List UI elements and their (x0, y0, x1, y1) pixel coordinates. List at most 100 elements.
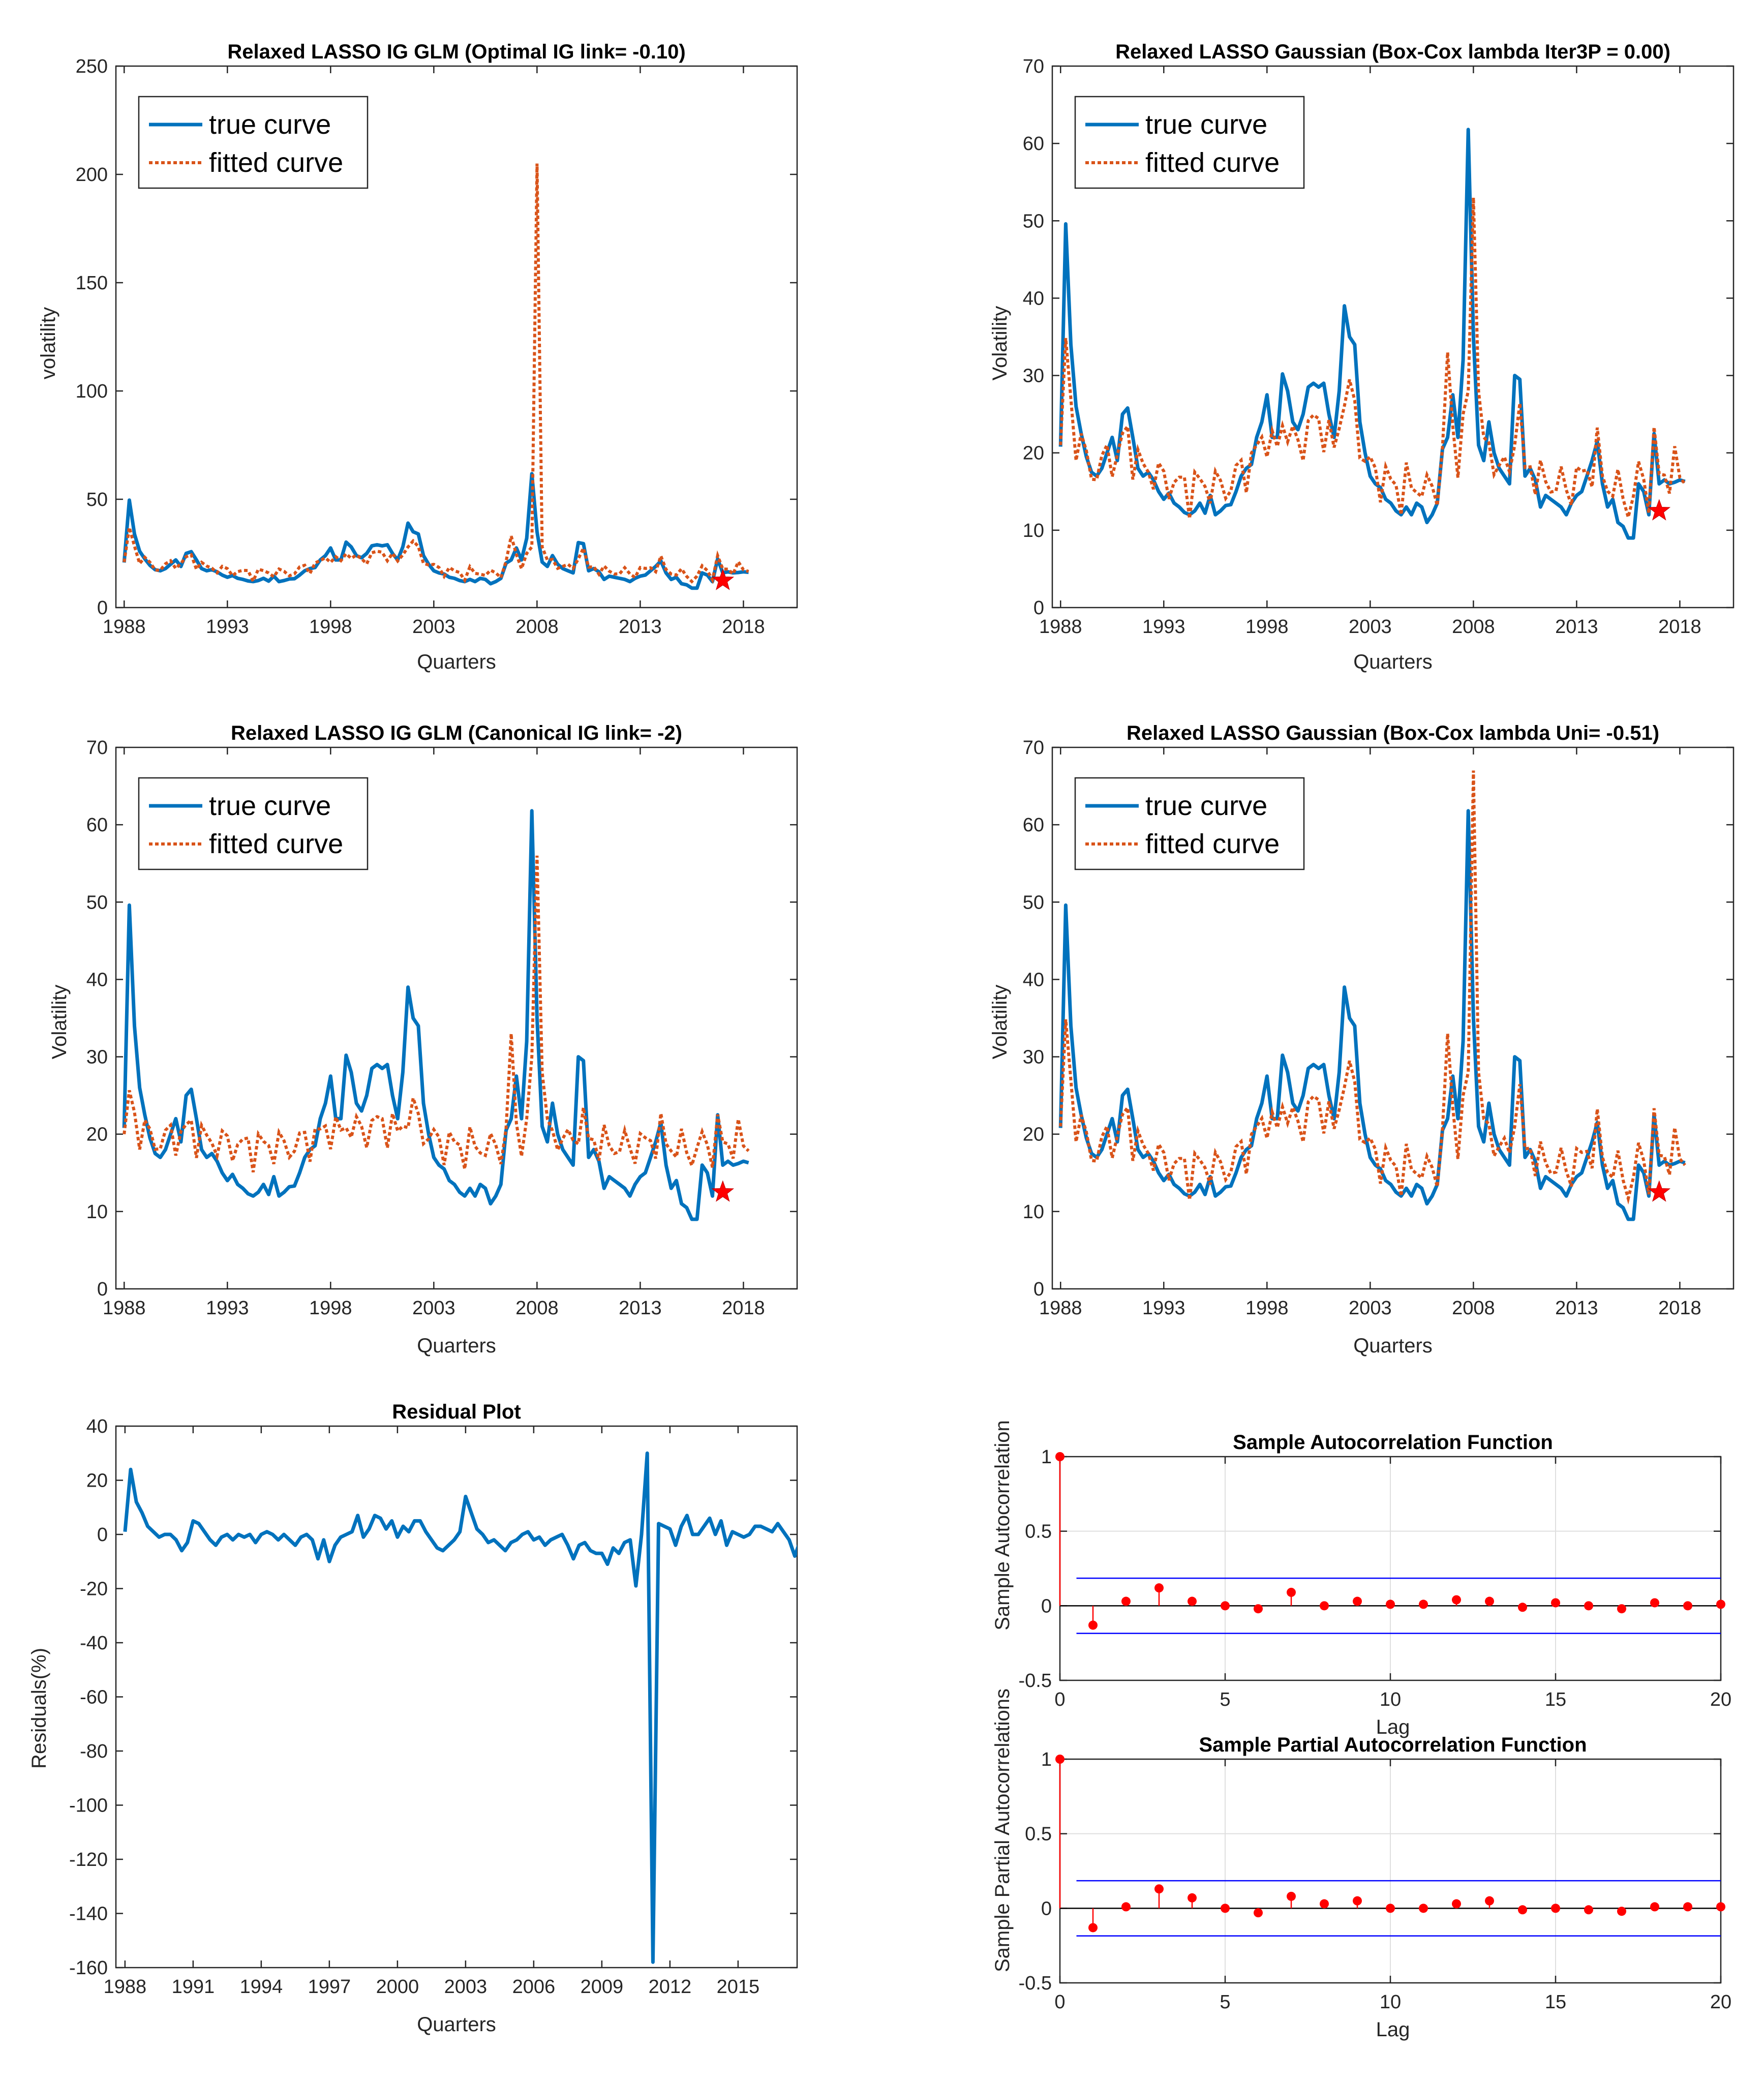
panel-6-xlabel: Lag (1376, 1716, 1410, 1738)
panel-4-ylabel: Volatility (989, 985, 1011, 1060)
panel-1-xtick-label-2: 1998 (309, 616, 352, 638)
panel-4-ytick-label-7: 70 (1023, 737, 1044, 759)
panel-3-xtick-label-0: 1988 (103, 1298, 146, 1319)
panel-5: Residual Plot Quarters Residuals(%) 1988… (28, 1401, 798, 2036)
panel-6-title: Sample Autocorrelation Function (1233, 1431, 1553, 1454)
panel-2-xtick-label-2: 1998 (1245, 616, 1289, 638)
panel-2-xtick-label-5: 2013 (1555, 616, 1598, 638)
panel-5-ytick-label-4: -80 (80, 1741, 108, 1762)
panel-5-xlabel: Quarters (417, 2013, 496, 2036)
panel-5-xtick-label-7: 2009 (581, 1976, 624, 1998)
panel-7-xtick-label-1: 5 (1220, 1992, 1230, 2013)
panel-5-ytick-label-7: -20 (80, 1579, 108, 1600)
panel-3-true-curve (122, 809, 749, 1221)
panel-3-ylabel: Volatility (48, 985, 71, 1060)
panel-3-xtick-label-4: 2008 (515, 1298, 559, 1319)
panel-6-stem-marker-18 (1650, 1598, 1659, 1608)
panel-6-stem-marker-16 (1584, 1601, 1593, 1611)
panel-6-stem-marker-6 (1254, 1604, 1263, 1614)
panel-4-xtick-label-5: 2013 (1555, 1298, 1598, 1319)
panel-1-ytick-label-0: 0 (97, 597, 108, 619)
panel-1-ylabel: volatility (37, 307, 59, 379)
panel-2-axes-box (1051, 65, 1735, 609)
panel-5-xtick-label-6: 2006 (512, 1976, 556, 1998)
panel-2-ytick-label-4: 40 (1023, 288, 1044, 309)
panel-6: Sample Autocorrelation Function Lag Samp… (991, 1420, 1731, 1738)
panel-7-stem-marker-12 (1452, 1899, 1461, 1909)
panel-1-xtick-label-0: 1988 (103, 616, 146, 638)
panel-1-xlabel: Quarters (417, 651, 496, 673)
panel-2-ylabel: Volatility (989, 306, 1011, 381)
panel-2-ytick-label-0: 0 (1033, 597, 1044, 619)
panel-3-xtick-label-1: 1993 (206, 1298, 249, 1319)
panel-4-fitted-curve (1059, 770, 1686, 1205)
panel-2-ytick-label-2: 20 (1023, 443, 1044, 464)
panel-3-axes-box (115, 746, 798, 1290)
panel-6-stem-marker-12 (1452, 1595, 1461, 1605)
panel-7: Sample Partial Autocorrelation Function … (991, 1688, 1731, 2041)
panel-2-true-curve (1058, 128, 1686, 540)
panel-2-xtick-label-6: 2018 (1658, 616, 1701, 638)
panel-2-xlabel: Quarters (1353, 651, 1433, 673)
panel-4-ytick-label-0: 0 (1033, 1279, 1044, 1300)
panel-6-xtick-label-1: 5 (1220, 1689, 1230, 1710)
panel-6-stem-marker-14 (1518, 1603, 1527, 1612)
panel-4-xtick-label-3: 2003 (1349, 1298, 1392, 1319)
panel-3-fitted-curve (123, 855, 750, 1172)
panel-5-xtick-label-9: 2015 (717, 1976, 760, 1998)
panel-5-ytick-label-9: 20 (86, 1470, 108, 1492)
panel-5-xtick-label-8: 2012 (649, 1976, 692, 1998)
panel-7-ytick-label-1: 0 (1041, 1898, 1052, 1919)
panel-7-xtick-label-3: 15 (1545, 1992, 1566, 2013)
panel-2-legend-fitted-label: fitted curve (1145, 147, 1280, 178)
panel-5-xtick-label-3: 1997 (308, 1976, 351, 1998)
panel-3-xlabel: Quarters (417, 1335, 496, 1357)
panel-6-stem-marker-15 (1551, 1598, 1560, 1608)
panel-6-stem-marker-0 (1055, 1452, 1065, 1461)
panel-7-stem-marker-7 (1287, 1891, 1296, 1901)
panel-6-ytick-label-0: -0.5 (1019, 1670, 1052, 1692)
panel-3-xtick-label-6: 2018 (722, 1298, 765, 1319)
panel-5-ytick-label-0: -160 (69, 1957, 108, 1979)
panel-4-xtick-label-2: 1998 (1245, 1298, 1289, 1319)
panel-7-ylabel: Sample Partial Autocorrelations (991, 1688, 1014, 1972)
panel-1-axes-box (115, 65, 798, 609)
panel-1-xtick-label-4: 2008 (515, 616, 559, 638)
panel-3-legend-true-label: true curve (209, 791, 331, 821)
panel-3-xtick-label-3: 2003 (412, 1298, 455, 1319)
panel-3-title: Relaxed LASSO IG GLM (Canonical IG link=… (231, 722, 682, 744)
panel-7-xtick-label-4: 20 (1710, 1992, 1731, 2013)
panel-4-legend-true-label: true curve (1145, 791, 1267, 821)
panel-7-stem-marker-11 (1419, 1904, 1428, 1913)
panel-1-true-curve (122, 472, 749, 590)
panel-1-legend-fitted-label: fitted curve (209, 147, 343, 178)
panel-4-xtick-label-6: 2018 (1658, 1298, 1701, 1319)
panel-2-legend-true-label: true curve (1145, 109, 1267, 140)
panel-5-xtick-label-2: 1994 (240, 1976, 283, 1998)
panel-6-stem-marker-7 (1287, 1587, 1296, 1597)
panel-3-ytick-label-4: 40 (86, 969, 108, 990)
panel-2-legend-box (1074, 96, 1305, 189)
panel-4-ytick-label-1: 10 (1023, 1201, 1044, 1223)
panel-4-ytick-label-3: 30 (1023, 1047, 1044, 1068)
panel-7-stem-marker-0 (1055, 1755, 1065, 1764)
panel-4-title: Relaxed LASSO Gaussian (Box-Cox lambda U… (1127, 722, 1659, 744)
panel-7-xtick-label-0: 0 (1054, 1992, 1065, 2013)
panel-6-stem-marker-19 (1683, 1601, 1692, 1611)
panel-6-stem-marker-4 (1188, 1596, 1197, 1606)
panel-6-ytick-label-2: 0.5 (1025, 1521, 1052, 1543)
panel-7-stem-marker-18 (1650, 1902, 1659, 1912)
panel-1-star-marker (711, 568, 735, 590)
panel-5-ytick-label-10: 40 (86, 1416, 108, 1437)
panel-5-ytick-label-5: -60 (80, 1687, 108, 1708)
panel-7-stem-marker-13 (1485, 1896, 1494, 1906)
panel-7-stem-marker-15 (1551, 1904, 1560, 1913)
panel-7-stem-marker-9 (1353, 1896, 1362, 1906)
panel-5-xtick-label-1: 1991 (172, 1976, 215, 1998)
panel-2-xtick-label-0: 1988 (1039, 616, 1082, 638)
panel-2-xtick-label-1: 1993 (1142, 616, 1185, 638)
panel-1-xtick-label-5: 2013 (619, 616, 662, 638)
panel-6-stem-marker-20 (1716, 1600, 1725, 1609)
panel-6-xtick-label-3: 15 (1545, 1689, 1566, 1710)
panel-6-xtick-label-2: 10 (1380, 1689, 1401, 1710)
